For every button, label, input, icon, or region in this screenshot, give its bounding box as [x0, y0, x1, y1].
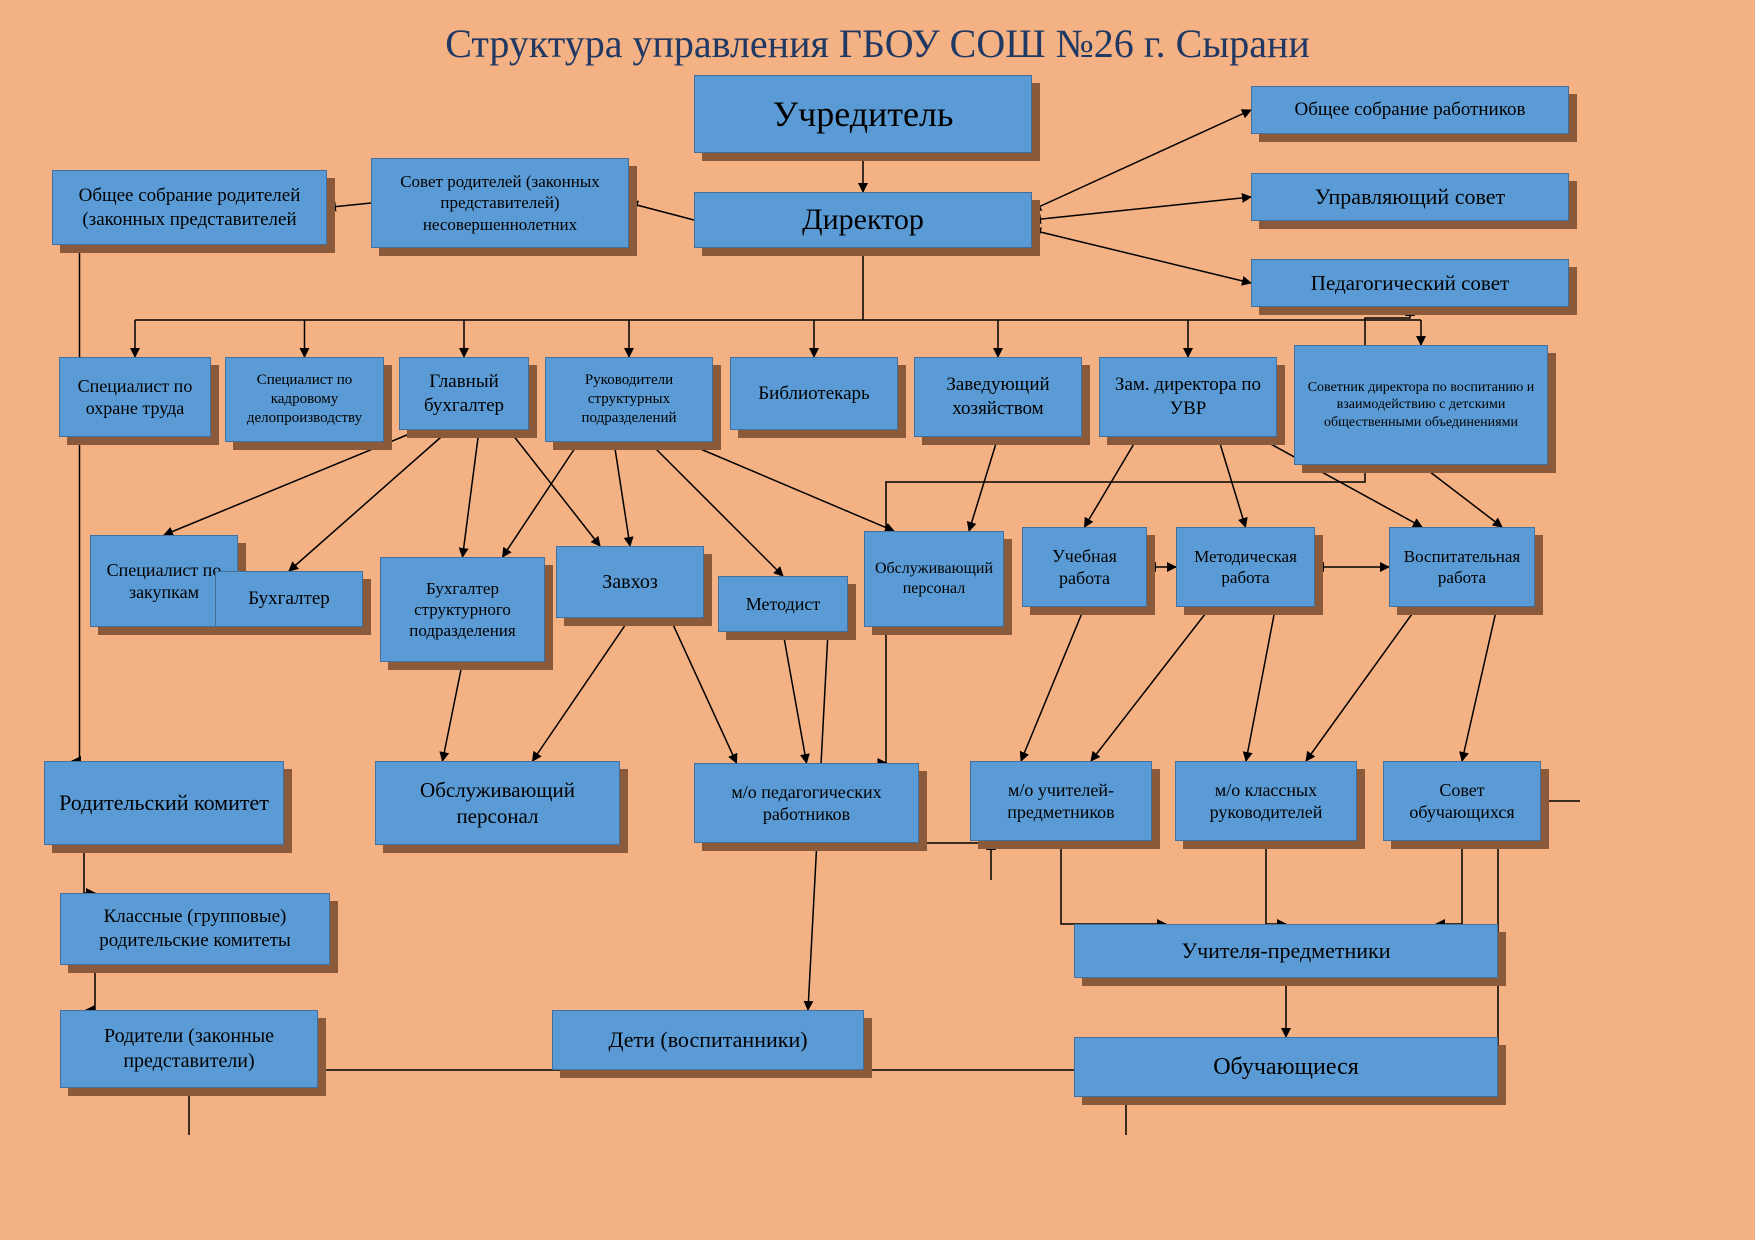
org-node-safety_spec: Специалист по охране труда [59, 357, 211, 437]
org-node-ped_council: Педагогический совет [1251, 259, 1569, 307]
org-node-students: Обучающиеся [1074, 1037, 1498, 1097]
edge [1032, 110, 1251, 210]
edge [614, 442, 630, 546]
edge [503, 442, 580, 557]
diagram-canvas: Структура управления ГБОУ СОШ №26 г. Сыр… [0, 0, 1755, 1240]
org-node-service_staff_1: Обслуживающий персонал [864, 531, 1004, 627]
org-node-mo_class_heads: м/о классных руководителей [1175, 761, 1357, 841]
edge [1218, 437, 1246, 527]
org-node-household_head: Заведующий хозяйством [914, 357, 1082, 437]
edge [463, 430, 480, 557]
org-node-method_work: Методическая работа [1176, 527, 1315, 607]
edge [684, 442, 894, 531]
org-node-methodist: Методист [718, 576, 848, 632]
org-node-vosp_work: Воспитательная работа [1389, 527, 1535, 607]
org-node-manag_council: Управляющий совет [1251, 173, 1569, 221]
edge [969, 437, 998, 531]
org-node-parents_assembly: Общее собрание родителей (законных предс… [52, 170, 327, 245]
org-node-mo_subj_teachers: м/о учителей-предметников [970, 761, 1152, 841]
edge [289, 430, 449, 571]
org-node-chief_acc: Главный бухгалтер [399, 357, 529, 430]
org-node-director: Директор [694, 192, 1032, 248]
edge [1032, 197, 1251, 220]
edge [1032, 230, 1251, 283]
org-node-subj_teachers: Учителя-предметники [1074, 924, 1498, 978]
org-node-zavhoz: Завхоз [556, 546, 704, 618]
edge [1246, 607, 1276, 761]
org-node-study_work: Учебная работа [1022, 527, 1147, 607]
org-node-service_staff_2: Обслуживающий персонал [375, 761, 620, 845]
org-node-struct_accountant: Бухгалтер структурного подразделения [380, 557, 545, 662]
edge [1462, 607, 1497, 761]
edge [135, 248, 1421, 320]
org-node-advisor: Советник директора по воспитанию и взаим… [1294, 345, 1548, 465]
edge [1021, 607, 1085, 761]
edge [1266, 841, 1286, 924]
edge [629, 203, 694, 220]
edge [1306, 607, 1417, 761]
org-node-parent_committee: Родительский комитет [44, 761, 284, 845]
org-node-founder: Учредитель [694, 75, 1032, 153]
org-node-parents_council: Совет родителей (законных представителей… [371, 158, 629, 248]
edge [1061, 841, 1166, 924]
org-node-mo_ped: м/о педагогических работников [694, 763, 919, 843]
edge [443, 662, 463, 761]
org-node-children: Дети (воспитанники) [552, 1010, 864, 1070]
edge [1436, 841, 1462, 924]
org-node-workers_assembly: Общее собрание работников [1251, 86, 1569, 134]
diagram-title: Структура управления ГБОУ СОШ №26 г. Сыр… [0, 20, 1755, 67]
edge [1091, 607, 1211, 761]
edge [783, 632, 807, 763]
org-node-struct_heads: Руководители структурных подразделений [545, 357, 713, 442]
org-node-accountant: Бухгалтер [215, 571, 363, 627]
org-node-hr_spec: Специалист по кадровому делопроизводству [225, 357, 384, 442]
org-node-librarian: Библиотекарь [730, 357, 898, 430]
edge [1085, 437, 1139, 527]
org-node-class_parent_comm: Классные (групповые) родительские комите… [60, 893, 330, 965]
edge [72, 245, 80, 761]
org-node-deputy_uvr: Зам. директора по УВР [1099, 357, 1277, 437]
edge [1421, 465, 1502, 527]
org-node-students_council: Совет обучающихся [1383, 761, 1541, 841]
org-node-parents_legal: Родители (законные представители) [60, 1010, 318, 1088]
